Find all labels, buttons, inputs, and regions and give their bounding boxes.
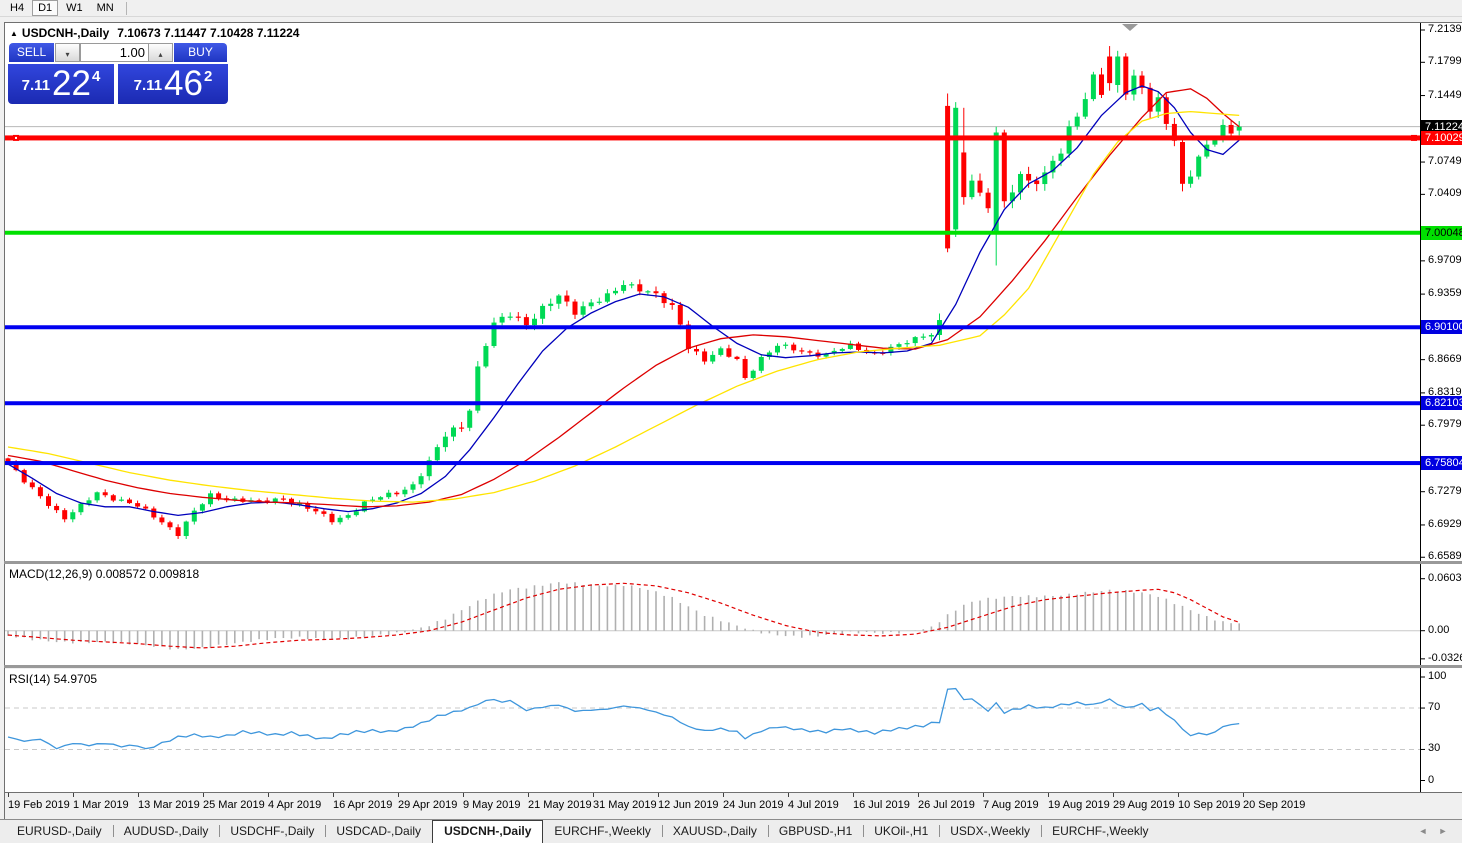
timeframe-button-h4[interactable]: H4 (10, 2, 25, 14)
sell-button[interactable]: SELL (9, 43, 54, 62)
chart-tab-xauusd-daily[interactable]: XAUUSD-,Daily (661, 820, 768, 843)
price-level-badge: 7.00048 (1421, 225, 1462, 240)
date-tick-label: 25 Mar 2019 (203, 799, 265, 811)
price-level-badge: 6.82103 (1421, 396, 1462, 411)
price-level-badge: 6.90100 (1421, 320, 1462, 335)
chart-tab-eurusd-daily[interactable]: EURUSD-,Daily (17, 824, 102, 838)
date-tick-label: 29 Aug 2019 (1113, 799, 1175, 811)
date-tick-label: 29 Apr 2019 (398, 799, 458, 811)
price-level-badge: 7.11224 (1421, 119, 1462, 134)
price-level-badge: 7.10029 (1421, 130, 1462, 145)
price-tick-label: 6.65890 (1428, 550, 1462, 563)
chart-ohlc-values: 7.10673 7.11447 7.10428 7.11224 (117, 26, 300, 40)
chart-tab-usdcad-daily[interactable]: USDCAD-,Daily (325, 820, 432, 843)
date-tick-label: 4 Apr 2019 (268, 799, 322, 811)
buy-price-panel[interactable]: 7.11 46 2 (118, 64, 228, 104)
timeframe-toolbar: H4 D1 W1 MN (0, 0, 1462, 17)
macd-tick-label: -0.032648 (1428, 651, 1462, 664)
price-tick-label: 7.04090 (1428, 187, 1462, 200)
chart-tab-usdchf-daily[interactable]: USDCHF-,Daily (219, 820, 325, 843)
buy-price-sup: 2 (203, 68, 213, 85)
chart-tab-usdcnh-daily[interactable]: USDCNH-,Daily (432, 820, 544, 843)
collapse-arrow-icon[interactable] (10, 29, 18, 38)
price-tick-label: 7.17990 (1428, 55, 1462, 68)
date-tick-label: 7 Aug 2019 (983, 799, 1039, 811)
buy-price-big: 46 (164, 64, 203, 103)
rsi-tick-label: 100 (1428, 670, 1447, 682)
sell-price-big: 22 (52, 64, 91, 103)
lot-decrease-button[interactable] (55, 43, 80, 62)
chart-tab-gbpusd-h1[interactable]: GBPUSD-,H1 (767, 820, 863, 843)
date-tick-label: 24 Jun 2019 (723, 799, 784, 811)
price-tick-label: 6.97090 (1428, 253, 1462, 266)
chevron-down-icon (65, 50, 69, 59)
price-tick-label: 6.86690 (1428, 352, 1462, 365)
chevron-up-icon (158, 50, 162, 59)
timeframe-button-mn[interactable]: MN (96, 2, 114, 14)
date-tick-label: 16 Apr 2019 (333, 799, 393, 811)
toolbar-separator (125, 1, 127, 15)
macd-indicator-label: MACD(12,26,9) 0.008572 0.009818 (9, 567, 200, 581)
price-tick-label: 6.69290 (1428, 517, 1462, 530)
date-tick-label: 31 May 2019 (593, 799, 657, 811)
date-tick-label: 21 May 2019 (528, 799, 592, 811)
chart-tab-audusd-daily[interactable]: AUDUSD-,Daily (112, 820, 220, 843)
price-tick-label: 7.14490 (1428, 88, 1462, 101)
date-tick-label: 1 Mar 2019 (73, 799, 129, 811)
date-tick-label: 19 Aug 2019 (1048, 799, 1110, 811)
price-level-badge: 6.75804 (1421, 456, 1462, 471)
macd-tick-label: 0.060317 (1428, 571, 1462, 584)
date-tick-label: 10 Sep 2019 (1178, 799, 1241, 811)
buy-price-prefix: 7.11 (133, 77, 163, 94)
date-tick-label: 16 Jul 2019 (853, 799, 910, 811)
date-tick-label: 13 Mar 2019 (138, 799, 200, 811)
chart-tab-eurchf-weekly[interactable]: EURCHF-,Weekly (1041, 820, 1159, 843)
price-tick-label: 6.72790 (1428, 484, 1462, 497)
rsi-tick-label: 30 (1428, 742, 1441, 755)
chart-tab-ukoil-h1[interactable]: UKOil-,H1 (863, 820, 939, 843)
macd-tick-label: 0.00 (1428, 623, 1450, 636)
chart-tab-usdx-weekly[interactable]: USDX-,Weekly (939, 820, 1041, 843)
lot-size-input[interactable] (80, 43, 150, 62)
price-tick-label: 7.21390 (1428, 23, 1462, 35)
price-tick-label: 6.79790 (1428, 418, 1462, 431)
sell-price-sup: 4 (91, 68, 101, 85)
date-tick-label: 26 Jul 2019 (918, 799, 975, 811)
sell-price-prefix: 7.11 (21, 77, 51, 94)
timeframe-button-d1[interactable]: D1 (32, 0, 59, 16)
price-tick-label: 6.83190 (1428, 385, 1462, 398)
sell-price-panel[interactable]: 7.11 22 4 (8, 64, 114, 104)
date-tick-label: 20 Sep 2019 (1243, 799, 1306, 811)
tabs-scroll-right-icon[interactable] (1436, 824, 1450, 838)
tabs-scroll-left-icon[interactable] (1416, 824, 1430, 838)
chart-title: USDCNH-,Daily 7.10673 7.11447 7.10428 7.1… (10, 26, 299, 40)
price-tick-label: 7.07490 (1428, 155, 1462, 168)
date-tick-label: 19 Feb 2019 (8, 799, 70, 811)
rsi-tick-label: 0 (1428, 773, 1435, 786)
date-tick-label: 12 Jun 2019 (658, 799, 719, 811)
lot-increase-button[interactable] (148, 43, 173, 62)
timeframe-button-w1[interactable]: W1 (66, 2, 83, 14)
date-tick-label: 9 May 2019 (463, 799, 521, 811)
rsi-tick-label: 70 (1428, 701, 1441, 714)
chart-symbol-period: USDCNH-,Daily (21, 26, 110, 40)
buy-button[interactable]: BUY (174, 43, 227, 62)
rsi-indicator-label: RSI(14) 54.9705 (9, 672, 98, 686)
chart-tab-eurchf-weekly[interactable]: EURCHF-,Weekly (554, 824, 651, 838)
chart-tab-bar: EURUSD-,Daily AUDUSD-,Daily USDCHF-,Daily U… (0, 820, 1462, 843)
date-tick-label: 4 Jul 2019 (788, 799, 839, 811)
price-tick-label: 6.93590 (1428, 287, 1462, 300)
